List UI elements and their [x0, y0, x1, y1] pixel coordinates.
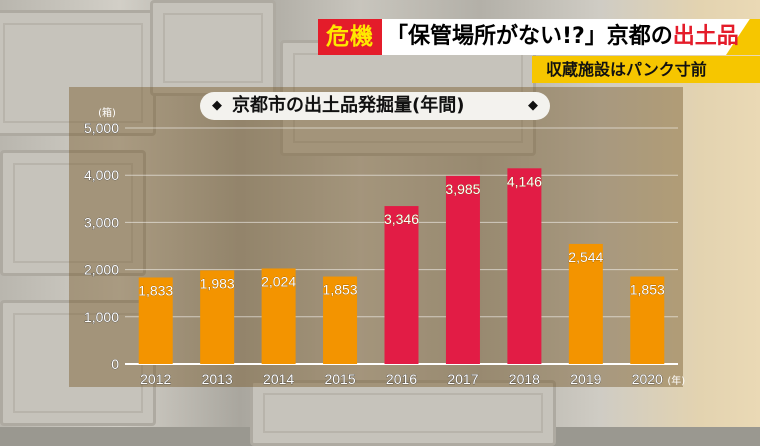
- bar-value-label: 4,146: [507, 173, 542, 189]
- crisis-label: 危機: [318, 19, 382, 55]
- sub-headline-banner: 収蔵施設はパンク寸前: [532, 56, 760, 83]
- banner-background: [318, 19, 760, 55]
- y-tick-label: 0: [111, 356, 119, 372]
- bar: [323, 276, 358, 364]
- headline-banner: 危機 「保管場所がない!?」京都の出土品: [318, 19, 760, 55]
- x-tick-label: 2012: [140, 371, 171, 387]
- x-unit-label: (年): [667, 374, 685, 387]
- bar: [200, 270, 235, 364]
- bar-value-label: 1,983: [200, 275, 235, 291]
- bullet-icon: ◆: [212, 98, 222, 113]
- y-tick-label: 2,000: [84, 262, 119, 278]
- bar-value-label: 1,853: [323, 282, 358, 298]
- y-tick-label: 5,000: [84, 120, 119, 136]
- x-tick-label: 2016: [386, 371, 417, 387]
- bar-value-label: 2,024: [261, 273, 296, 289]
- headline-text: 「保管場所がない!?」京都の出土品: [386, 19, 739, 55]
- bullet-icon: ◆: [528, 98, 538, 113]
- x-tick-label: 2020: [632, 371, 663, 387]
- bar: [445, 175, 480, 364]
- bar: [568, 243, 603, 364]
- y-tick-label: 4,000: [84, 167, 119, 183]
- x-tick-label: 2018: [509, 371, 540, 387]
- headline-part1: 「保管場所がない!?」京都の: [386, 24, 673, 49]
- bar: [630, 276, 665, 364]
- bar-value-label: 1,853: [630, 282, 665, 298]
- chart-title-pill: ◆ 京都市の出土品発掘量(年間) ◆: [200, 92, 550, 120]
- bar: [138, 277, 173, 364]
- crate: [0, 10, 156, 136]
- y-tick-label: 1,000: [84, 309, 119, 325]
- crate: [0, 150, 146, 276]
- headline-part2: 出土品: [672, 24, 739, 49]
- bar-value-label: 1,833: [138, 282, 173, 298]
- x-tick-label: 2014: [263, 371, 294, 387]
- bar: [261, 268, 296, 364]
- bar-value-label: 3,985: [445, 181, 480, 197]
- x-tick-label: 2013: [202, 371, 233, 387]
- bar-value-label: 3,346: [384, 211, 419, 227]
- x-tick-label: 2015: [324, 371, 355, 387]
- bar: [507, 168, 542, 364]
- sub-headline: 収蔵施設はパンク寸前: [546, 60, 707, 79]
- y-unit-label: (箱): [98, 106, 116, 119]
- bar: [384, 206, 419, 364]
- chart-title: 京都市の出土品発掘量(年間): [232, 95, 465, 116]
- bar-chart: 1,833 1,983 2,024 1,853 3,346 3,985 4,146 2,544…: [84, 106, 686, 387]
- y-tick-label: 3,000: [84, 214, 119, 230]
- crate: [150, 0, 276, 96]
- x-tick-label: 2019: [570, 371, 601, 387]
- bar-value-label: 2,544: [568, 249, 603, 265]
- x-tick-label: 2017: [447, 371, 478, 387]
